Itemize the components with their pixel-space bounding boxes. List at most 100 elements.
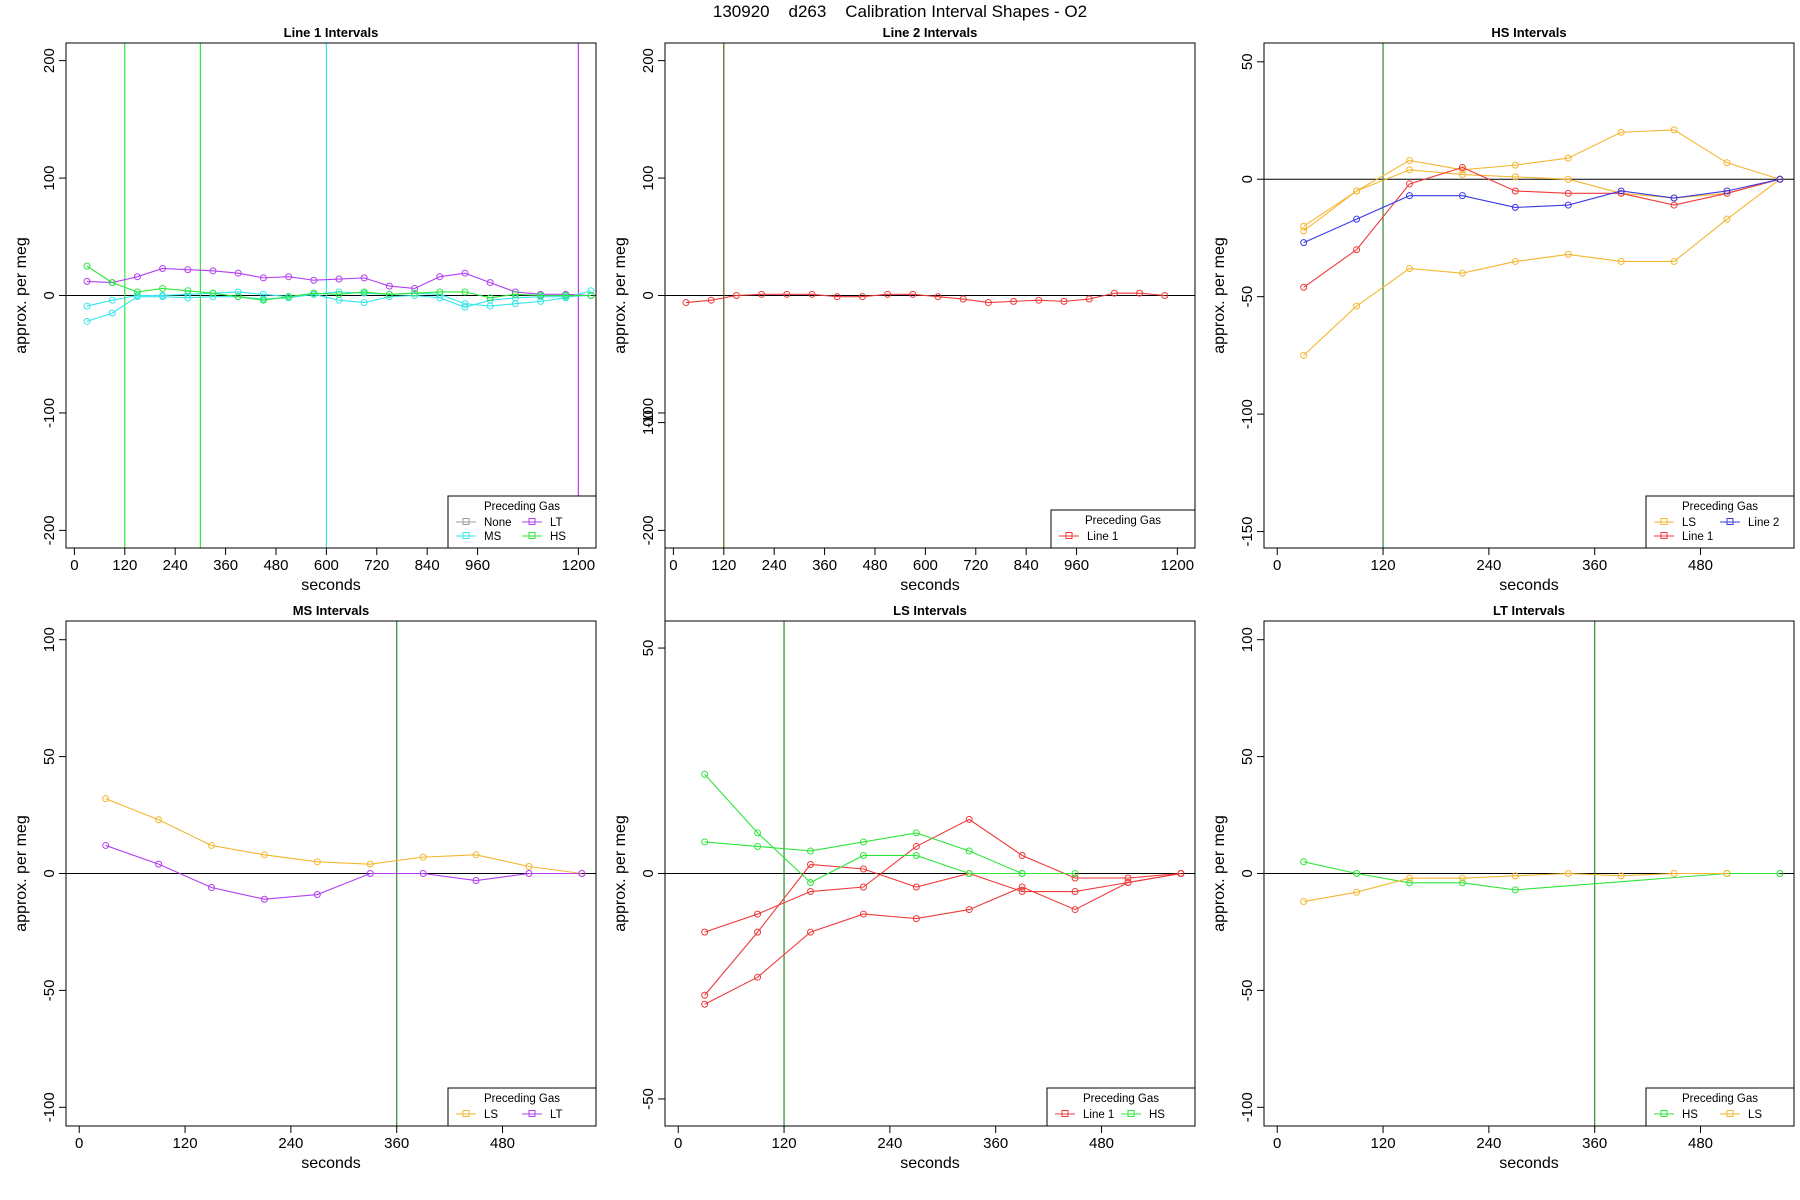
- data-point: [859, 838, 867, 846]
- legend: Preceding Gas LS LT: [447, 1087, 597, 1127]
- series-line: [704, 773, 1076, 884]
- legend-title: Preceding Gas: [1682, 501, 1758, 513]
- data-point: [732, 292, 740, 299]
- data-point: [833, 293, 841, 301]
- series-line: [704, 832, 1023, 875]
- legend-box: [1046, 1087, 1196, 1127]
- data-point: [1458, 163, 1466, 171]
- chart-title: Line 2 Intervals: [883, 25, 978, 40]
- plot-area: [1264, 43, 1794, 548]
- data-point: [525, 862, 533, 870]
- data-point: [313, 858, 321, 866]
- x-tick-label: 480: [862, 557, 887, 574]
- data-point: [108, 279, 116, 287]
- x-tick-label: 240: [877, 1135, 902, 1152]
- y-tick-label: 0: [41, 869, 58, 877]
- legend-label: LS: [1748, 1109, 1762, 1121]
- data-point: [525, 870, 533, 877]
- series-line: [1303, 861, 1780, 891]
- series-line: [105, 798, 582, 875]
- series-line: [704, 818, 1181, 933]
- data-point: [411, 292, 419, 299]
- data-point: [965, 870, 973, 877]
- data-point: [1018, 883, 1026, 891]
- y-axis-label: approx. per meg: [612, 815, 629, 932]
- data-point: [108, 309, 116, 317]
- chart-title: LS Intervals: [893, 603, 967, 618]
- data-point: [754, 973, 762, 981]
- legend-swatch-marker: [1660, 532, 1668, 539]
- y-tick-label: 0: [640, 291, 657, 299]
- legend-swatch-marker: [462, 532, 470, 539]
- x-axis-label: seconds: [1499, 577, 1559, 594]
- data-point: [486, 296, 494, 304]
- data-point: [313, 891, 321, 899]
- data-point: [1564, 189, 1572, 197]
- data-point: [1353, 187, 1361, 195]
- x-tick-label: 120: [173, 1135, 198, 1152]
- data-point: [1617, 257, 1625, 265]
- x-tick-label: 240: [1476, 557, 1501, 574]
- chart-title: Line 1 Intervals: [284, 25, 379, 40]
- data-point: [436, 288, 444, 296]
- legend-title: Preceding Gas: [484, 1093, 560, 1105]
- data-point: [1300, 222, 1308, 230]
- data-point: [754, 928, 762, 936]
- data-point: [419, 853, 427, 861]
- data-point: [83, 317, 91, 325]
- data-point: [259, 296, 267, 304]
- data-point: [1458, 192, 1466, 200]
- data-point: [472, 851, 480, 859]
- y-tick-label: -100: [1239, 399, 1256, 429]
- data-point: [934, 293, 942, 301]
- data-point: [1670, 201, 1678, 209]
- chart-title: MS Intervals: [293, 603, 370, 618]
- data-point: [701, 1000, 709, 1008]
- x-tick-label: 480: [263, 557, 288, 574]
- legend-swatch-marker: [1660, 518, 1668, 525]
- y-tick-label: -150: [1239, 517, 1256, 547]
- x-axis-label: seconds: [301, 1155, 361, 1172]
- plot-area: [665, 621, 1195, 1126]
- legend-label: Line 2: [1748, 517, 1779, 529]
- data-point: [209, 267, 217, 275]
- x-tick-label: 360: [1582, 557, 1607, 574]
- data-point: [578, 870, 586, 877]
- data-point: [1511, 187, 1519, 195]
- data-point: [1071, 870, 1079, 877]
- legend-label: LT: [550, 1109, 563, 1121]
- data-point: [701, 928, 709, 936]
- data-point: [754, 829, 762, 837]
- data-point: [682, 299, 690, 307]
- data-point: [859, 910, 867, 918]
- data-point: [1406, 192, 1414, 200]
- data-point: [859, 865, 867, 873]
- data-point: [1564, 154, 1572, 162]
- x-tick-label: 360: [1582, 1135, 1607, 1152]
- x-tick-label: 360: [213, 557, 238, 574]
- legend-swatch-marker: [1726, 1110, 1734, 1117]
- data-point: [1617, 872, 1625, 880]
- x-tick-label: 600: [314, 557, 339, 574]
- legend-swatch-marker: [1726, 518, 1734, 525]
- series-line: [1303, 178, 1781, 356]
- x-axis-label: seconds: [1499, 1155, 1559, 1172]
- data-point: [1670, 194, 1678, 202]
- legend-box: [1050, 509, 1196, 549]
- data-point: [909, 290, 917, 298]
- data-point: [1406, 879, 1414, 887]
- legend-label: LT: [550, 517, 563, 529]
- data-point: [208, 841, 216, 849]
- data-point: [783, 290, 791, 298]
- data-point: [1458, 166, 1466, 174]
- data-point: [1085, 295, 1093, 303]
- x-tick-label: 840: [1014, 557, 1039, 574]
- data-point: [859, 883, 867, 891]
- y-axis-label: approx. per meg: [1211, 237, 1228, 354]
- chart-panel-1: Line 1 Intervals 0 120 240 360 480 600 720 840 96…: [13, 25, 597, 594]
- data-point: [436, 273, 444, 281]
- y-tick-label: 100: [640, 166, 657, 191]
- y-tick-label: 200: [640, 48, 657, 73]
- legend-swatch-marker: [1061, 1110, 1069, 1117]
- data-point: [912, 829, 920, 837]
